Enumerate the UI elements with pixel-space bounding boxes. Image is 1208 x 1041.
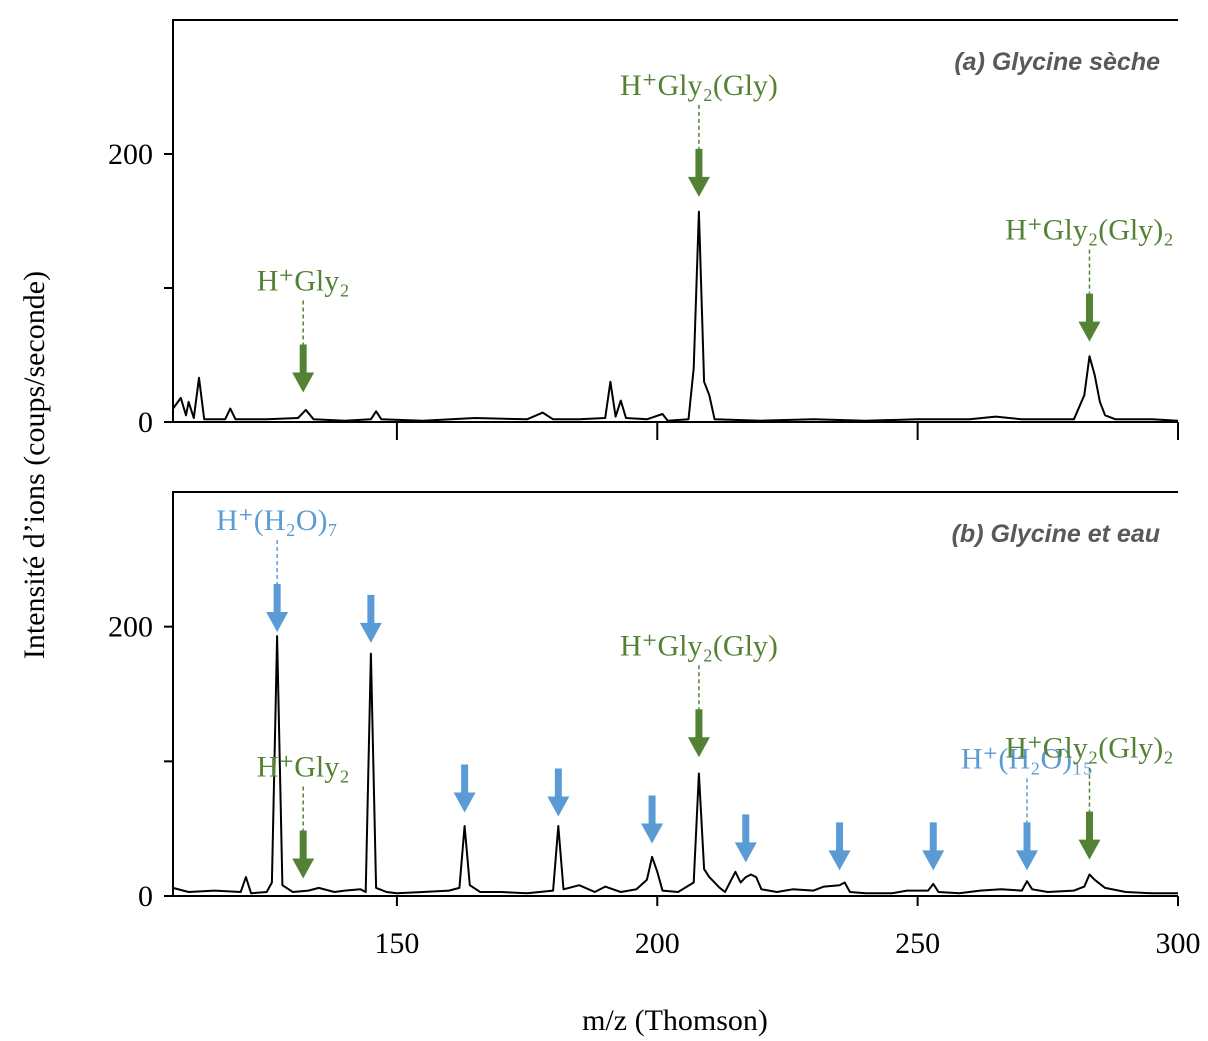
annotation: H⁺Gly₂(Gly)	[620, 629, 778, 662]
x-axis-label: m/z (Thomson)	[582, 1004, 768, 1037]
axes-frame	[172, 491, 1178, 897]
annotation: H⁺Gly₂(Gly)	[620, 69, 778, 102]
arrow	[547, 768, 570, 817]
arrow	[292, 300, 315, 393]
arrow	[641, 795, 664, 844]
arrow-part	[687, 176, 710, 197]
panel-title: (b) Glycine et eau	[952, 520, 1160, 548]
x-tick-label: 150	[374, 927, 419, 960]
spectrum-line	[172, 210, 1179, 422]
arrow	[359, 594, 382, 643]
arrow	[922, 822, 945, 871]
y-tick-label: 200	[108, 611, 153, 644]
arrow-part	[359, 622, 382, 643]
x-tick-label: 250	[895, 927, 940, 960]
arrow	[1015, 778, 1038, 871]
y-tick-label: 0	[138, 880, 153, 913]
arrow-part	[292, 372, 315, 393]
axes-frame	[172, 19, 1178, 423]
arrow	[1078, 767, 1101, 860]
arrow-part	[1078, 321, 1101, 342]
annotation: H⁺Gly₂(Gly)₂	[1005, 732, 1173, 765]
panel-title: (a) Glycine sèche	[954, 48, 1160, 76]
arrow	[1078, 249, 1101, 342]
annotation: H⁺Gly₂	[257, 265, 350, 298]
arrow-part	[922, 850, 945, 871]
arrow-part	[266, 612, 289, 633]
annotation: H⁺Gly₂	[257, 750, 350, 783]
arrow-part	[1078, 839, 1101, 860]
arrow	[828, 822, 851, 871]
x-tick-label: 200	[635, 927, 680, 960]
annotation: H⁺(H₂O)₁₅	[961, 742, 1093, 775]
arrow	[687, 104, 710, 197]
y-tick-label: 0	[138, 406, 153, 439]
spectrum-line	[172, 635, 1178, 895]
arrow	[734, 814, 757, 863]
y-axis-label: Intensité d’ions (coups/seconde)	[18, 271, 51, 659]
arrow-part	[734, 842, 757, 863]
arrow-part	[292, 858, 315, 879]
annotation: H⁺Gly₂(Gly)₂	[1005, 214, 1173, 247]
arrow-part	[1015, 850, 1038, 871]
arrow-part	[453, 792, 476, 813]
arrow-part	[828, 850, 851, 871]
arrow	[687, 665, 710, 758]
arrow-part	[687, 737, 710, 758]
arrow	[453, 764, 476, 813]
arrow	[292, 786, 315, 879]
arrow-part	[641, 823, 664, 844]
annotation: H⁺(H₂O)₇	[216, 504, 338, 537]
arrow-part	[547, 796, 570, 817]
arrow	[266, 540, 289, 633]
x-tick-label: 300	[1156, 927, 1201, 960]
y-tick-label: 200	[108, 138, 153, 171]
